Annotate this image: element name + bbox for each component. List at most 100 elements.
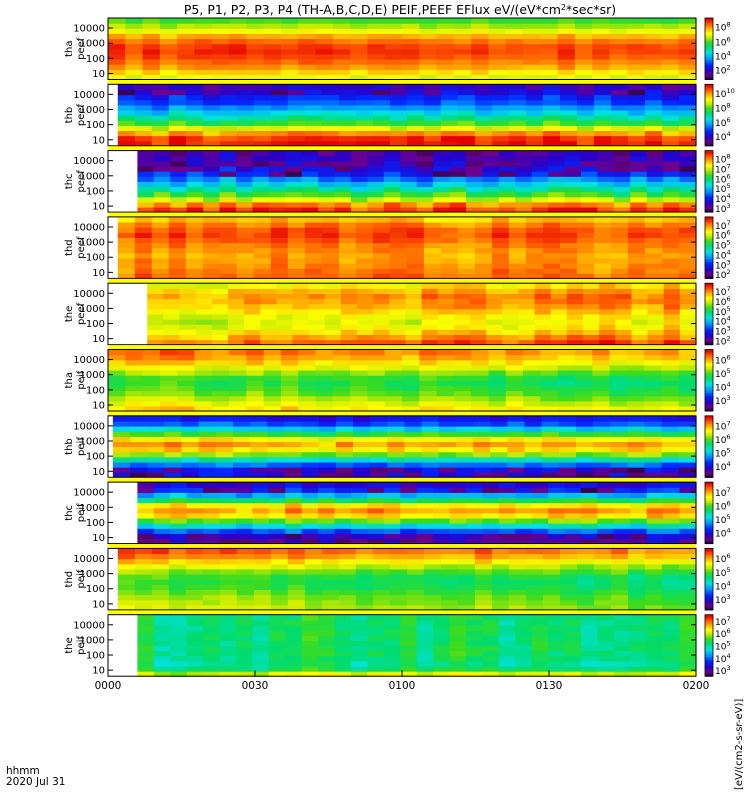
heatmap-cell bbox=[661, 109, 680, 116]
heatmap-cell bbox=[318, 507, 336, 514]
heatmap-cell bbox=[438, 472, 457, 478]
heatmap-cell bbox=[211, 23, 230, 29]
colorbar-tick-label: 108 bbox=[715, 21, 731, 34]
heatmap-cell bbox=[423, 109, 442, 116]
heatmap-cell bbox=[373, 339, 390, 346]
heatmap-cell bbox=[232, 441, 251, 448]
heatmap-cell bbox=[678, 380, 697, 386]
heatmap-cell bbox=[423, 553, 442, 560]
heatmap-cell bbox=[580, 517, 599, 524]
colorbar-step bbox=[705, 253, 713, 256]
heatmap-cell bbox=[482, 196, 500, 203]
heatmap-cell bbox=[253, 104, 272, 111]
heatmap-cell bbox=[211, 74, 230, 81]
heatmap-cell bbox=[321, 273, 340, 279]
heatmap-cell bbox=[168, 257, 187, 264]
heatmap-cell bbox=[523, 390, 541, 397]
heatmap-cell bbox=[268, 665, 286, 672]
heatmap-cell bbox=[355, 125, 374, 132]
heatmap-cell bbox=[436, 69, 455, 75]
heatmap-cell bbox=[318, 640, 336, 647]
heatmap-cell bbox=[159, 43, 178, 50]
heatmap-cell bbox=[419, 53, 438, 60]
heatmap-cell bbox=[367, 538, 385, 545]
heatmap-cell bbox=[438, 426, 457, 432]
heatmap-cell bbox=[383, 635, 401, 641]
heatmap-cell bbox=[457, 548, 476, 555]
heatmap-cell bbox=[593, 467, 611, 473]
heatmap-cell bbox=[576, 232, 595, 238]
heatmap-cell bbox=[137, 171, 155, 177]
colorbar-step bbox=[705, 239, 713, 242]
y-tick-label: 100 bbox=[86, 253, 105, 264]
heatmap-cell bbox=[540, 380, 559, 386]
heatmap-cell bbox=[112, 461, 131, 468]
colorbar-tick-label: 105 bbox=[715, 639, 731, 652]
heatmap-cell bbox=[318, 533, 336, 540]
heatmap-cell bbox=[134, 604, 153, 611]
heatmap-cell bbox=[270, 263, 289, 269]
heatmap-cell bbox=[416, 517, 434, 524]
heatmap-cell bbox=[593, 94, 612, 101]
heatmap-cell bbox=[285, 619, 303, 626]
heatmap-cell bbox=[159, 48, 178, 55]
heatmap-cell bbox=[177, 400, 196, 407]
heatmap-cell bbox=[235, 181, 254, 188]
heatmap-cell bbox=[181, 446, 200, 453]
heatmap-cell bbox=[453, 303, 471, 310]
heatmap-cell bbox=[548, 523, 566, 529]
heatmap-cell bbox=[465, 155, 484, 162]
heatmap-cell bbox=[482, 671, 500, 677]
heatmap-cell bbox=[433, 671, 451, 677]
heatmap-cell bbox=[678, 247, 697, 254]
colorbar-step bbox=[705, 295, 713, 298]
colorbar-step bbox=[705, 357, 713, 360]
heatmap-cell bbox=[423, 89, 442, 96]
heatmap-cell bbox=[437, 293, 455, 300]
heatmap-cell bbox=[471, 354, 490, 361]
heatmap-cell bbox=[559, 268, 578, 274]
heatmap-cell bbox=[524, 446, 543, 453]
heatmap-cell bbox=[350, 171, 369, 177]
heatmap-cell bbox=[298, 375, 317, 381]
heatmap-cell bbox=[564, 665, 582, 672]
heatmap-cell bbox=[644, 436, 663, 443]
heatmap-cell bbox=[613, 528, 631, 534]
panel-label: the bbox=[64, 306, 75, 322]
heatmap-cell bbox=[457, 589, 476, 596]
heatmap-cell bbox=[125, 400, 144, 407]
heatmap-cell bbox=[559, 140, 578, 147]
heatmap-cell bbox=[244, 288, 261, 295]
heatmap-cell bbox=[164, 461, 183, 468]
heatmap-cell bbox=[416, 196, 434, 203]
heatmap-cell bbox=[419, 74, 438, 81]
heatmap-cell bbox=[646, 201, 664, 208]
heatmap-cell bbox=[486, 319, 503, 325]
colorbar-step bbox=[705, 548, 713, 551]
heatmap-cell bbox=[389, 94, 408, 101]
heatmap-cell bbox=[559, 584, 578, 590]
heatmap-cell bbox=[627, 89, 646, 96]
heatmap-cell bbox=[488, 385, 507, 392]
heatmap-cell bbox=[438, 456, 457, 463]
heatmap-cell bbox=[630, 507, 648, 514]
heatmap-cell bbox=[185, 125, 204, 132]
heatmap-cell bbox=[661, 89, 680, 96]
heatmap-cell bbox=[186, 150, 204, 157]
heatmap-cell bbox=[215, 431, 234, 437]
heatmap-cell bbox=[678, 385, 697, 392]
heatmap-cell bbox=[370, 436, 388, 443]
heatmap-cell bbox=[372, 109, 391, 116]
colorbar-step bbox=[705, 258, 713, 261]
heatmap-cell bbox=[270, 252, 289, 259]
heatmap-cell bbox=[558, 420, 577, 427]
heatmap-cell bbox=[147, 451, 165, 458]
colorbar-step bbox=[705, 127, 713, 130]
heatmap-cell bbox=[661, 247, 680, 254]
heatmap-cell bbox=[147, 329, 164, 336]
heatmap-cell bbox=[661, 574, 680, 580]
heatmap-cell bbox=[186, 630, 204, 636]
colorbar-step bbox=[705, 335, 713, 338]
heatmap-cell bbox=[486, 329, 503, 336]
